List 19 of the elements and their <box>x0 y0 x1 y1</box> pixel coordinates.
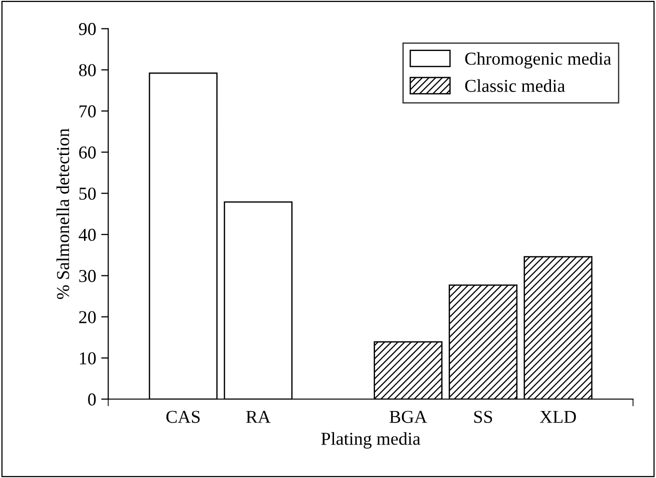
x-tick-label: XLD <box>540 410 576 423</box>
x-tick-label: SS <box>474 410 492 423</box>
y-tick-label: 80 <box>79 64 96 76</box>
y-tick-label: 30 <box>79 270 96 282</box>
y-axis-title: % Salmonella detection <box>56 128 70 300</box>
legend-label: Classic media <box>465 79 565 92</box>
x-tick-label: BGA <box>390 410 428 423</box>
x-tick-label: CAS <box>166 410 200 423</box>
y-tick-label: 0 <box>88 393 96 406</box>
y-tick-label: 10 <box>80 352 96 364</box>
x-axis-title: Plating media <box>321 432 420 449</box>
legend-label: Chromogenic media <box>465 52 612 69</box>
y-tick-label: 50 <box>79 188 96 200</box>
y-tick-label: 60 <box>79 146 96 159</box>
x-tick-label: RA <box>246 410 271 423</box>
y-tick-label: 20 <box>79 311 96 324</box>
y-tick-label: 40 <box>78 228 96 241</box>
y-tick-label: 90 <box>78 22 96 36</box>
y-tick-label: 70 <box>80 105 96 118</box>
